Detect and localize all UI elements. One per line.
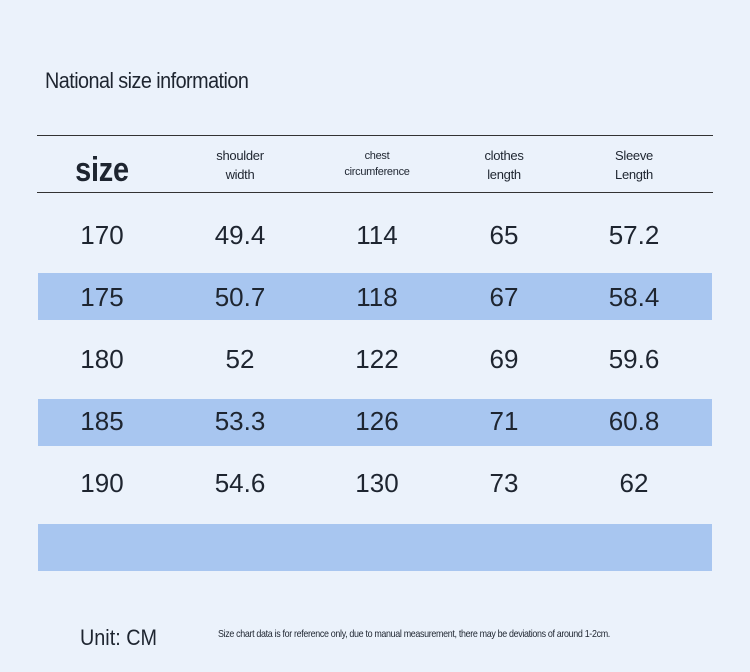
column-header: Sleeve Length	[569, 146, 699, 184]
column-header: clothes length	[439, 146, 569, 184]
column-header: chest circumference	[312, 148, 442, 180]
cell: 185	[80, 406, 124, 436]
row-band	[38, 399, 712, 446]
cell: 50.7	[214, 282, 266, 312]
cell: 58.4	[608, 282, 660, 312]
unit: Unit: CM	[80, 625, 158, 650]
cell: 62	[619, 468, 649, 498]
cell: 122	[355, 344, 399, 374]
rule	[37, 192, 713, 193]
rule	[37, 135, 713, 136]
cell: 114	[356, 220, 398, 250]
note: Size chart data is for reference only, d…	[218, 628, 610, 640]
cell: 170	[80, 220, 124, 250]
cell: 57.2	[608, 220, 660, 250]
header-line: length	[487, 167, 521, 182]
column-header: shoulder width	[175, 146, 305, 184]
cell: 130	[355, 468, 399, 498]
cell: 52	[225, 344, 255, 374]
header-line: Length	[615, 167, 653, 182]
cell: 180	[80, 344, 124, 374]
cell: 53.3	[214, 406, 266, 436]
cell: 65	[489, 220, 519, 250]
cell: 73	[489, 468, 519, 498]
header-line: clothes	[484, 148, 524, 163]
row-band	[38, 273, 712, 320]
header-line: shoulder	[216, 148, 264, 163]
cell: 71	[489, 406, 519, 436]
header-line: circumference	[344, 166, 410, 178]
cell: 60.8	[608, 406, 660, 436]
cell: 190	[80, 468, 124, 498]
column-header: size	[47, 150, 158, 190]
cell: 67	[489, 282, 519, 312]
header-line: chest	[364, 150, 390, 162]
cell: 54.6	[214, 468, 266, 498]
cell: 49.4	[214, 220, 266, 250]
cell: 175	[80, 282, 124, 312]
cell: 69	[489, 344, 519, 374]
header-line: width	[225, 167, 255, 182]
cell: 126	[355, 406, 399, 436]
row-band	[38, 524, 712, 571]
cell: 118	[356, 282, 398, 312]
header-line: Sleeve	[615, 148, 653, 163]
cell: 59.6	[608, 344, 660, 374]
header-line: size	[75, 151, 129, 189]
title: National size information	[45, 68, 249, 93]
